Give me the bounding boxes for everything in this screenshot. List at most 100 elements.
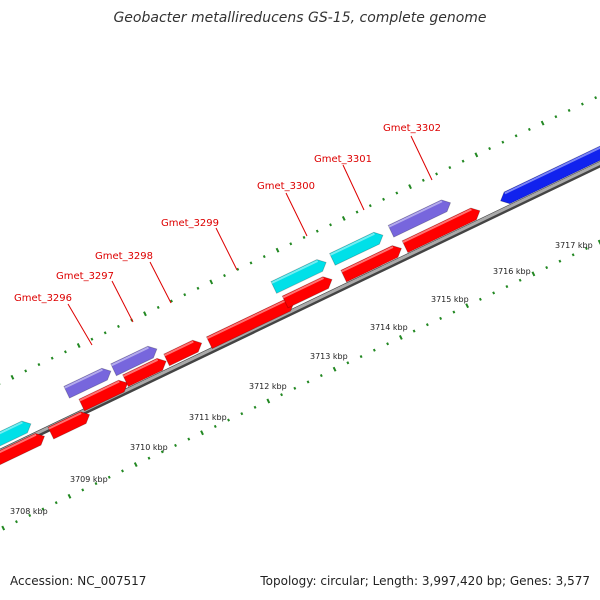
tick-mark [558,259,562,263]
tick-mark [439,316,443,320]
gene-highlight [64,368,103,389]
gene-arrow [110,345,158,377]
gene-arrow [0,432,46,466]
tick-mark [567,108,571,112]
gene-arrow [78,379,129,412]
tick-mark [223,274,226,278]
gene-arrow [47,411,91,440]
tick-mark [117,324,120,329]
tick-mark [461,159,465,163]
kbp-label-3713: 3713 kbp [310,352,348,361]
gene-features [0,145,600,466]
gene-highlight [206,299,287,340]
tick-mark [531,271,536,277]
tick-mark [425,323,429,327]
tick-mark [236,267,240,271]
gene-highlight [163,340,194,357]
gene-highlight [504,146,600,195]
svg-text:Gmet_3297: Gmet_3297 [56,271,114,282]
tick-mark [514,134,518,138]
tick-mark [386,342,390,346]
tick-mark [448,166,452,170]
tick-mark [183,293,187,297]
tick-mark [28,513,32,517]
gene-arrow [122,357,167,388]
tick-mark [594,96,598,100]
gene-arrow [63,367,112,399]
gene-label-gmet-3297: Gmet_3297 [56,271,134,323]
tick-mark [452,310,456,314]
tick-mark [156,305,160,309]
tick-mark [580,102,584,106]
gene-label-gmet-3298: Gmet_3298 [95,251,172,304]
svg-text:Gmet_3302: Gmet_3302 [383,123,441,134]
tick-mark [346,361,350,365]
tick-mark [249,261,253,265]
tick-mark [571,253,575,257]
tick-mark [435,172,439,176]
gene-arrow [329,231,384,266]
tick-mark [174,443,177,448]
tick-mark [319,374,323,378]
svg-text:Gmet_3301: Gmet_3301 [314,154,372,165]
gene-labels: Gmet_3296 Gmet_3297 Gmet_3298 Gmet_3299 … [14,123,441,346]
kbp-label-3709: 3709 kbp [70,475,108,484]
tick-mark [63,350,67,354]
tick-mark [76,343,81,348]
tick-mark [289,242,293,246]
tick-mark [94,482,98,486]
tick-mark [1,525,6,531]
tick-mark [170,299,173,303]
gene-arrow [205,298,295,350]
gene-highlight [271,260,319,284]
gene-arrow [387,199,452,238]
tick-mark [275,247,280,253]
tick-mark [41,507,45,511]
tick-mark [372,348,376,352]
tick-mark [227,418,230,422]
tick-mark [50,356,54,360]
gene-label-gmet-3300: Gmet_3300 [257,181,315,237]
tick-mark [147,456,151,460]
tick-mark [329,223,332,227]
tick-mark [359,354,363,359]
tick-mark [465,303,470,309]
gene-highlight [282,277,325,299]
tick-mark [253,405,257,409]
tick-mark [408,184,412,190]
gene-highlight [122,358,159,378]
kbp-labels: 3708 kbp 3709 kbp 3710 kbp 3711 kbp 3712… [10,241,593,516]
tick-mark [54,501,58,505]
gene-highlight [0,433,37,454]
tick-mark [107,475,111,479]
gene-label-gmet-3296: Gmet_3296 [14,293,93,346]
gene-highlight [0,421,23,435]
gene-label-gmet-3299: Gmet_3299 [161,218,238,271]
genome-title: Geobacter metallireducens GS-15, complet… [113,10,487,26]
tick-mark [412,329,416,333]
tick-mark [474,152,479,158]
gene-arrow [281,276,333,309]
gene-arrow [0,420,32,447]
tick-mark [527,127,531,132]
tick-mark [262,254,266,259]
tick-mark [315,229,319,233]
svg-text:Gmet_3296: Gmet_3296 [14,293,72,304]
gene-highlight [402,208,472,244]
tick-mark [545,265,549,270]
tick-mark [332,366,337,372]
tick-mark [492,291,496,295]
tick-mark [341,215,346,221]
tick-mark [121,469,124,473]
gene-highlight [48,412,82,430]
tick-mark [501,140,505,144]
genome-stats-text: Topology: circular; Length: 3,997,420 bp… [260,574,590,588]
kbp-label-3711: 3711 kbp [189,413,227,422]
tick-mark [554,115,558,119]
kbp-label-3708: 3708 kbp [10,507,48,516]
tick-mark [478,297,482,301]
tick-mark [200,430,204,436]
tick-mark [584,246,588,251]
tick-mark [540,120,545,126]
tick-mark [421,178,425,182]
